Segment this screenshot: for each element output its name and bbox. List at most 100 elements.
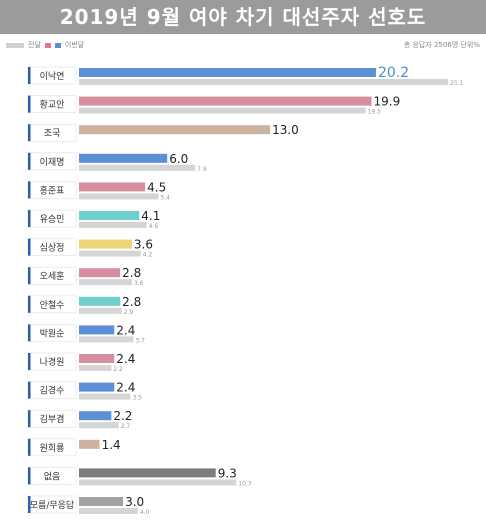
current-bar — [79, 468, 216, 478]
previous-bar — [79, 393, 131, 400]
previous-value-label: 2.2 — [113, 366, 123, 373]
current-value-label: 2.8 — [122, 266, 141, 280]
current-bar — [79, 96, 372, 106]
candidate-name-marker — [28, 181, 31, 199]
candidate-name-marker — [28, 95, 31, 113]
legend-cur-swatch-2 — [54, 42, 61, 48]
previous-value-label: 2.9 — [124, 309, 134, 316]
previous-value-label: 3.7 — [135, 337, 145, 344]
candidate-name: 심상정 — [40, 243, 65, 254]
previous-bar — [79, 222, 147, 228]
current-value-label: 3.0 — [125, 495, 144, 509]
previous-value-label: 3.6 — [134, 280, 144, 287]
previous-value-label: 4.2 — [143, 252, 153, 259]
current-bar — [79, 439, 100, 449]
current-bar — [79, 68, 376, 77]
previous-bar — [79, 279, 132, 286]
current-value-label: 13.0 — [272, 123, 299, 137]
previous-value-label: 4.6 — [149, 223, 159, 230]
candidate-name-marker — [28, 467, 31, 485]
previous-value-label: 3.5 — [132, 395, 142, 402]
current-value-label: 4.1 — [141, 209, 160, 223]
current-bar — [79, 497, 124, 506]
current-bar — [79, 239, 132, 249]
candidate-name: 김부겸 — [40, 413, 65, 425]
candidate-name: 안철수 — [40, 300, 65, 311]
candidate-name-marker — [28, 324, 31, 342]
previous-bar — [79, 107, 366, 114]
current-bar — [79, 354, 115, 363]
previous-bar — [79, 193, 159, 200]
candidate-name: 없음 — [44, 471, 61, 482]
candidate-name: 박원순 — [40, 328, 65, 339]
previous-value-label: 5.4 — [160, 194, 170, 201]
candidate-name: 이재명 — [40, 157, 65, 168]
current-value-label: 2.4 — [116, 323, 135, 337]
candidate-name-marker — [28, 381, 31, 399]
respondents-note: 총 응답자 2506명 — [403, 41, 459, 49]
candidate-name-marker — [28, 238, 31, 256]
candidate-name-marker — [28, 496, 31, 513]
legend-prev-label: 전달 — [28, 41, 41, 49]
previous-bar — [79, 164, 196, 171]
candidate-name-marker — [28, 267, 31, 285]
previous-bar — [79, 307, 122, 314]
current-bar — [79, 325, 115, 335]
previous-bar — [79, 250, 141, 257]
current-bar — [79, 182, 146, 192]
candidate-name: 원희룡 — [40, 442, 65, 454]
candidate-name-marker — [28, 152, 31, 170]
current-bar — [79, 296, 121, 306]
previous-bar — [79, 422, 119, 429]
current-value-label: 1.4 — [102, 438, 121, 452]
previous-bar — [79, 336, 134, 343]
current-bar — [79, 153, 168, 163]
previous-value-label: 2.7 — [121, 423, 131, 430]
unit-note: 단위% — [460, 41, 480, 49]
current-value-label: 2.2 — [113, 409, 132, 423]
candidate-name-marker — [28, 438, 31, 456]
current-value-label: 6.0 — [169, 152, 188, 166]
previous-bar — [79, 508, 138, 514]
current-value-label: 9.3 — [218, 466, 237, 480]
candidate-name: 조국 — [44, 128, 61, 139]
current-value-label: 19.9 — [374, 95, 401, 109]
previous-bar — [79, 79, 448, 85]
candidate-name: 유승민 — [40, 214, 65, 225]
legend-prev-swatch — [6, 42, 24, 48]
current-bar — [79, 382, 115, 392]
candidate-name: 이낙연 — [40, 71, 65, 82]
current-value-label: 2.4 — [116, 352, 135, 366]
legend-cur-swatch-1 — [44, 42, 51, 48]
previous-value-label: 25.1 — [450, 80, 464, 87]
chart-title: 2019년 9월 여야 차기 대선주자 선호도 — [0, 0, 486, 34]
previous-value-label: 10.7 — [238, 480, 252, 487]
current-bar — [79, 411, 112, 421]
previous-bar — [79, 479, 237, 486]
previous-bar — [79, 365, 112, 371]
chart-meta: 총 응답자 2506명 단위% — [404, 40, 480, 50]
current-bar — [79, 211, 140, 220]
candidate-name-marker — [28, 67, 31, 84]
candidate-name-marker — [28, 210, 31, 227]
legend: 전달 이번달 — [6, 40, 84, 50]
candidate-name-marker — [28, 295, 31, 313]
candidate-name: 모름/무응답 — [30, 499, 74, 511]
candidate-name: 오세훈 — [40, 270, 65, 282]
candidate-name-marker — [28, 353, 31, 370]
current-value-label: 2.4 — [116, 381, 135, 395]
previous-value-label: 7.9 — [197, 166, 207, 173]
legend-cur-label: 이번달 — [64, 41, 85, 49]
candidate-name: 홍준표 — [40, 184, 65, 196]
candidate-name: 나경원 — [40, 356, 65, 368]
current-value-label: 20.2 — [378, 65, 409, 81]
candidate-name-marker — [28, 410, 31, 428]
previous-value-label: 19.5 — [368, 109, 382, 116]
candidate-name: 김경수 — [40, 385, 65, 397]
candidate-name-marker — [28, 124, 31, 142]
current-value-label: 3.6 — [134, 238, 153, 252]
candidate-name: 황교안 — [40, 100, 65, 111]
current-value-label: 2.8 — [122, 295, 141, 309]
current-bar — [79, 268, 121, 278]
